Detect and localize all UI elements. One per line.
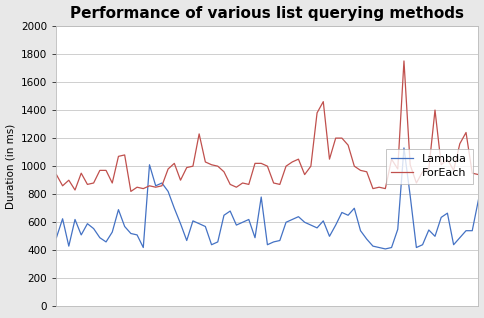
Lambda (85, 222, 91, 225)
Title: Performance of various list querying methods: Performance of various list querying met… (70, 5, 465, 21)
ForEach (401, 59, 407, 63)
ForEach (128, 190, 134, 193)
Lambda (401, 146, 407, 150)
Lambda (296, 215, 302, 218)
ForEach (476, 173, 482, 176)
Lambda (376, 245, 382, 249)
Lambda (476, 198, 482, 202)
Lambda (134, 233, 140, 237)
Lambda (382, 247, 388, 251)
ForEach (382, 187, 388, 190)
ForEach (85, 183, 91, 186)
Lambda (469, 229, 475, 232)
ForEach (122, 153, 128, 157)
Y-axis label: Duration (in ms): Duration (in ms) (5, 123, 15, 209)
ForEach (140, 187, 146, 190)
ForEach (302, 173, 307, 176)
ForEach (469, 171, 475, 175)
Legend: Lambda, ForEach: Lambda, ForEach (386, 149, 473, 183)
Line: Lambda: Lambda (57, 148, 479, 249)
Lambda (122, 225, 128, 228)
Lambda (54, 236, 60, 240)
Line: ForEach: ForEach (57, 61, 479, 191)
ForEach (54, 173, 60, 176)
